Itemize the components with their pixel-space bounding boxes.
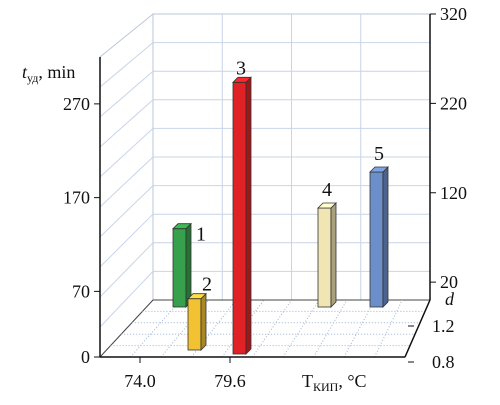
bar-side [382, 166, 389, 308]
bar-top [369, 166, 389, 173]
right-tick-label: 120 [440, 183, 467, 203]
bar-top [317, 202, 337, 209]
side-gridline [99, 185, 154, 238]
side-gridline [99, 70, 154, 118]
bar-front [369, 171, 384, 308]
bar-front [317, 207, 332, 308]
right-tick-label: 20 [440, 272, 458, 292]
right-tick-label: 320 [440, 4, 467, 24]
axes: 0 70 170 270 20 120 220 320 74.0 79.6 0.8 1.2 [63, 4, 467, 391]
side-gridline [99, 213, 154, 268]
floor-plane [98, 299, 431, 358]
floor-gridline [160, 299, 209, 358]
bar-top [172, 223, 192, 230]
y-tick-label: 270 [63, 94, 90, 114]
y-tick-label: 170 [63, 188, 90, 208]
y-tick-label: 0 [81, 347, 90, 367]
bar-front [187, 298, 202, 351]
bar-4 [317, 202, 337, 308]
side-gridline [99, 242, 154, 298]
right-tick-label: 220 [440, 93, 467, 113]
y-axis-title: tуд, min [22, 62, 75, 85]
floor [98, 299, 431, 358]
x-tick-label: 74.0 [124, 371, 156, 391]
bar-top [232, 76, 252, 83]
bar-label: 2 [202, 274, 212, 296]
y-tick-label: 70 [72, 281, 90, 301]
x-axis-title: TКИП, °C [302, 371, 367, 394]
bar-side [245, 76, 252, 355]
bar-front [172, 228, 187, 308]
bar-label: 4 [322, 179, 332, 201]
bar-2 [187, 292, 207, 351]
floor-gridline [313, 299, 348, 358]
bar-label: 5 [374, 143, 384, 165]
side-wall [99, 12, 154, 359]
side-gridline [99, 156, 154, 208]
floor-gridline [130, 299, 182, 358]
bar-5 [369, 166, 389, 308]
floor-gridline [252, 299, 292, 358]
bar-1 [172, 222, 192, 308]
depth-axis-line [404, 299, 431, 358]
depth-tick-label: 0.8 [432, 352, 455, 372]
bar-side [200, 292, 207, 351]
bar-side [185, 222, 192, 308]
bar-top [187, 293, 207, 300]
bars: 1 2 3 4 5 [172, 57, 389, 355]
bar-label: 1 [196, 224, 206, 246]
side-gridline [99, 128, 154, 178]
bar-side [330, 202, 337, 308]
bar-3 [232, 76, 252, 355]
depth-tick-label: 1.2 [432, 316, 455, 336]
side-gridline [99, 271, 154, 328]
floor-gridline [282, 299, 320, 358]
bar-front [232, 81, 247, 355]
depth-axis-title: d [445, 289, 455, 309]
side-gridline [99, 42, 154, 88]
back-wall [152, 13, 431, 301]
side-gridline [99, 99, 154, 148]
bar-label: 3 [236, 57, 246, 79]
x-tick-label: 79.6 [214, 371, 246, 391]
